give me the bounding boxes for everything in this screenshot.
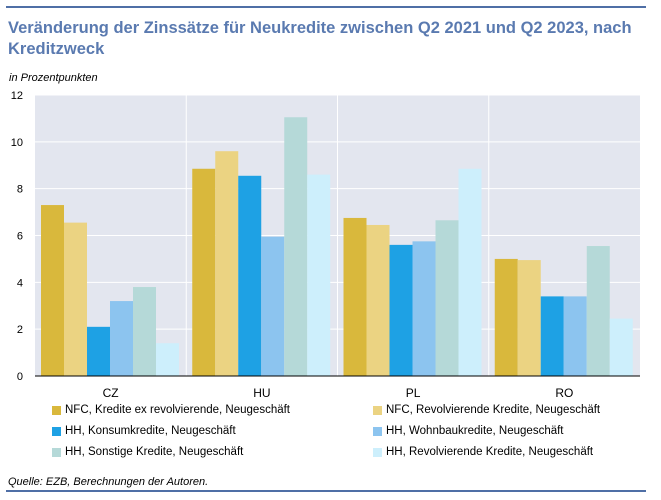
legend-swatch — [373, 447, 382, 457]
legend-item: HH, Revolvierende Kredite, Neugeschäft — [373, 446, 593, 458]
bottom-rule — [6, 490, 646, 492]
bar — [366, 224, 390, 376]
bar — [458, 168, 482, 376]
bar — [284, 117, 308, 376]
bar — [517, 260, 541, 376]
bar — [110, 301, 133, 376]
legend-label: HH, Wohnbaukredite, Neugeschäft — [386, 425, 564, 437]
y-tick-label: 12 — [11, 90, 23, 102]
x-tick-label: HU — [253, 386, 270, 400]
legend-swatch — [52, 447, 61, 457]
legend-item: NFC, Kredite ex revolvierende, Neugeschä… — [52, 404, 290, 416]
bar — [215, 151, 239, 376]
legend-item: HH, Wohnbaukredite, Neugeschäft — [373, 425, 564, 437]
bar — [87, 326, 110, 376]
x-tick-label: RO — [555, 386, 573, 400]
y-tick-label: 0 — [17, 371, 23, 383]
legend-swatch — [52, 405, 61, 415]
bar — [192, 168, 216, 376]
bar — [540, 296, 564, 376]
bar — [343, 217, 367, 376]
bar — [307, 174, 331, 376]
bar — [435, 220, 459, 376]
x-tick-label: PL — [406, 386, 421, 400]
legend-swatch — [373, 426, 382, 436]
x-tick-label: CZ — [103, 386, 119, 400]
bar — [412, 241, 436, 376]
chart-title: Veränderung der Zinssätze für Neukredite… — [8, 19, 632, 58]
y-tick-label: 10 — [11, 137, 23, 149]
legend-label: HH, Revolvierende Kredite, Neugeschäft — [386, 446, 594, 458]
legend-item: HH, Sonstige Kredite, Neugeschäft — [52, 446, 243, 458]
y-tick-label: 4 — [17, 277, 23, 289]
bar — [261, 236, 285, 376]
legend-swatch — [373, 405, 382, 415]
bar — [609, 318, 633, 376]
bar-chart: 0 2 4 6 8 10 12 CZ HU PL RO — [11, 90, 640, 400]
y-tick-label: 2 — [17, 324, 23, 336]
bar — [156, 343, 179, 376]
legend-label: HH, Sonstige Kredite, Neugeschäft — [65, 446, 244, 458]
bar — [494, 258, 518, 376]
y-tick-label: 8 — [17, 184, 23, 196]
bar — [41, 205, 64, 376]
legend-label: NFC, Kredite ex revolvierende, Neugeschä… — [65, 404, 290, 416]
bar — [563, 296, 587, 376]
bar — [586, 246, 610, 376]
bar — [238, 175, 262, 376]
source-note: Quelle: EZB, Berechnungen der Autoren. — [8, 476, 209, 488]
top-rule — [6, 6, 646, 8]
legend-label: NFC, Revolvierende Kredite, Neugeschäft — [386, 404, 601, 416]
legend-swatch — [52, 426, 61, 436]
legend-item: NFC, Revolvierende Kredite, Neugeschäft — [373, 404, 600, 416]
legend-label: HH, Konsumkredite, Neugeschäft — [65, 425, 236, 437]
unit-label: in Prozentpunkten — [9, 72, 98, 84]
bar — [64, 222, 87, 376]
legend-item: HH, Konsumkredite, Neugeschäft — [52, 425, 236, 437]
y-tick-label: 6 — [17, 231, 23, 243]
bar — [133, 287, 156, 376]
bar — [389, 244, 413, 376]
